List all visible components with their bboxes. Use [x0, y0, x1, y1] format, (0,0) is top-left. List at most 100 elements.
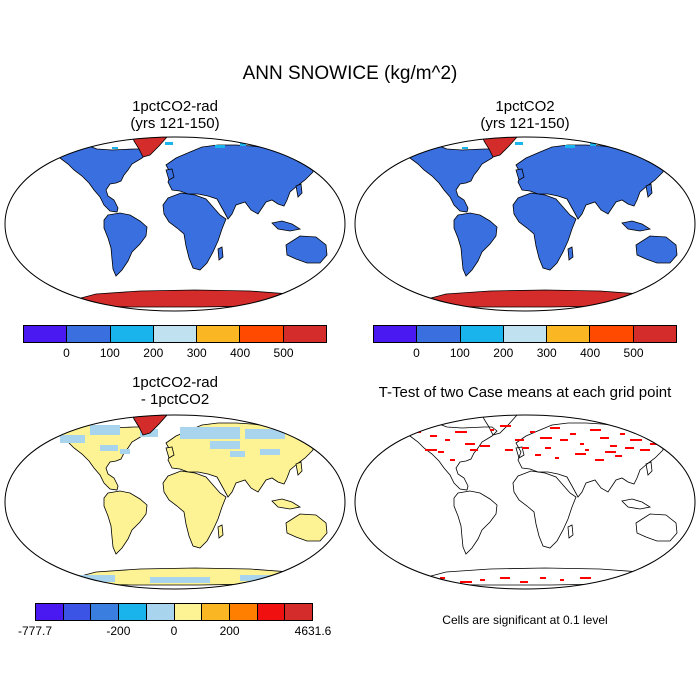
- continent-africa: [512, 192, 577, 271]
- map-difference: [4, 414, 346, 590]
- map-1pctco2: [354, 136, 696, 312]
- diff-cell: [75, 575, 115, 582]
- colorbar-swatch: [197, 326, 241, 342]
- continent-nz: [332, 260, 340, 273]
- colorbar-tick-label: 100: [99, 346, 120, 360]
- significant-cell: [630, 439, 642, 441]
- diff-cell: [260, 449, 280, 455]
- colorbar-tick-label: 500: [623, 346, 644, 360]
- significant-cell: [600, 437, 609, 439]
- continent-madagascar: [567, 524, 574, 539]
- continent-eurasia: [165, 144, 314, 220]
- colorbar-panel3: [35, 603, 313, 621]
- colorbar-tick-label: 0: [413, 346, 420, 360]
- continent-nz: [332, 538, 340, 551]
- significant-cell: [530, 431, 535, 433]
- map-ttest: [354, 414, 696, 590]
- continent-eurasia: [515, 422, 664, 498]
- continent-australia: [285, 513, 328, 542]
- continent-namerica: [47, 140, 148, 213]
- significant-cell: [640, 449, 650, 451]
- continent-indonesia: [271, 498, 302, 510]
- diff-cell: [120, 449, 130, 454]
- significant-cell: [465, 443, 475, 445]
- significant-cell: [585, 449, 589, 451]
- continent-namerica: [397, 140, 498, 213]
- continent-nz: [682, 260, 690, 273]
- panel1-title: 1pctCO2-rad (yrs 121-150): [25, 98, 325, 132]
- significant-cell: [522, 447, 529, 449]
- colorbar-tick-label: 0: [63, 346, 70, 360]
- significant-cell: [620, 433, 625, 435]
- significant-cell: [470, 449, 478, 451]
- continent-japan: [645, 183, 653, 198]
- colorbar-swatch: [240, 326, 284, 342]
- significant-cell: [440, 577, 445, 579]
- colorbar-tick-label: 400: [580, 346, 601, 360]
- colorbar-swatch: [283, 326, 326, 342]
- significant-cell: [438, 451, 444, 453]
- continent-africa: [162, 470, 227, 549]
- colorbar-swatch: [24, 326, 68, 342]
- significant-cell: [480, 445, 490, 447]
- panel4-title: T-Test of two Case means at each grid po…: [378, 384, 672, 401]
- significant-cell: [595, 459, 604, 461]
- significant-cell: [445, 439, 450, 441]
- continent-indonesia: [621, 498, 652, 510]
- significant-cell: [590, 429, 601, 431]
- significant-cell: [605, 451, 616, 453]
- colorbar-tick-label: 200: [143, 346, 164, 360]
- significant-cell: [400, 427, 404, 429]
- continent-australia: [285, 235, 328, 264]
- continent-indonesia: [271, 220, 302, 232]
- significant-cell: [520, 581, 528, 583]
- significant-cell: [580, 443, 584, 445]
- panel2-title: 1pctCO2 (yrs 121-150): [375, 98, 675, 132]
- significant-cell: [420, 425, 429, 427]
- continent-japan: [645, 461, 653, 476]
- colorbar-tick-label: 300: [536, 346, 557, 360]
- colorbar-swatch: [460, 326, 504, 342]
- significant-cell: [490, 429, 494, 431]
- continent-indonesia: [621, 220, 652, 232]
- colorbar-swatch: [174, 604, 203, 620]
- significance-note: Cells are significant at 0.1 level: [442, 613, 608, 627]
- colorbar-swatch: [67, 326, 111, 342]
- significant-cell: [535, 454, 541, 456]
- snow-cell: [165, 142, 173, 145]
- colorbar-tick-label: 100: [449, 346, 470, 360]
- snow-cell: [462, 147, 468, 149]
- significant-cell: [420, 579, 427, 581]
- diff-cell: [240, 575, 280, 581]
- colorbar-swatch: [547, 326, 591, 342]
- colorbar-tick-label: 200: [493, 346, 514, 360]
- significant-cell: [505, 449, 513, 451]
- colorbar-swatch: [633, 326, 676, 342]
- map-1pctco2-rad: [4, 136, 346, 312]
- continent-africa: [162, 192, 227, 271]
- significant-cell: [550, 427, 560, 429]
- colorbar-tick-label: 200: [219, 624, 240, 638]
- map-border: [354, 136, 696, 312]
- significant-cell: [610, 445, 617, 447]
- significant-cell: [545, 447, 551, 449]
- diff-cell: [230, 451, 245, 457]
- panel2-title-line2: (yrs 121-150): [480, 115, 570, 132]
- colorbar-swatch: [146, 604, 175, 620]
- colorbar-tick-label: 500: [273, 346, 294, 360]
- colorbar-panel1: [23, 325, 327, 343]
- continent-japan: [295, 183, 303, 198]
- snow-cell: [215, 145, 225, 148]
- significant-cell: [580, 577, 591, 579]
- continent-madagascar: [217, 246, 224, 261]
- significant-cell: [425, 449, 437, 451]
- significant-cell: [430, 435, 437, 437]
- colorbar-tick-label: -200: [106, 624, 131, 638]
- continent-madagascar: [217, 524, 224, 539]
- significant-cell: [455, 431, 467, 433]
- significant-cell: [460, 581, 472, 583]
- colorbar-swatch: [91, 604, 120, 620]
- colorbar-swatch: [202, 604, 230, 620]
- colorbar-tick-label: -777.7: [17, 624, 53, 638]
- diff-cell: [90, 425, 120, 435]
